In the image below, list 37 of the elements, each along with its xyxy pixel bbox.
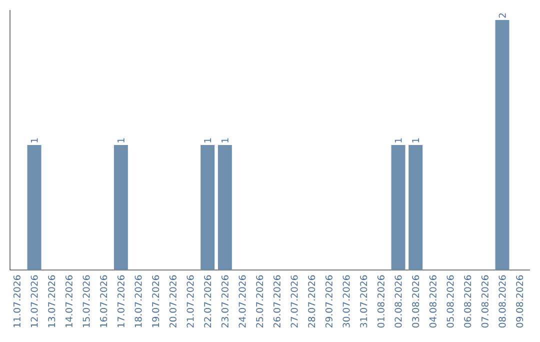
x-tick-label: 03.08.2026 — [412, 275, 420, 328]
x-tick-label: 19.07.2026 — [152, 275, 160, 328]
x-tick-label: 28.07.2026 — [308, 275, 316, 328]
data-label: 1 — [412, 138, 419, 142]
x-tick-label: 17.07.2026 — [117, 275, 124, 328]
x-tick-label: 25.07.2026 — [256, 275, 264, 328]
x-tick-label: 02.08.2026 — [394, 275, 402, 328]
data-label: 1 — [204, 138, 212, 142]
x-tick-label: 09.08.2026 — [516, 275, 524, 328]
x-tick-label: 23.07.2026 — [221, 275, 228, 328]
x-tick-label: 11.07.2026 — [13, 275, 20, 328]
data-label: 1 — [118, 138, 124, 142]
data-label: 1 — [222, 138, 228, 142]
x-tick-label: 31.07.2026 — [360, 275, 368, 328]
x-tick-label: 05.08.2026 — [446, 275, 454, 328]
x-tick-label: 20.07.2026 — [169, 275, 176, 328]
x-tick-label: 29.07.2026 — [325, 275, 332, 328]
x-tick-label: 22.07.2026 — [204, 275, 212, 328]
data-label: 1 — [30, 138, 38, 142]
x-tick-label: 12.07.2026 — [30, 275, 38, 328]
x-tick-label: 07.08.2026 — [481, 275, 488, 328]
x-tick-label: 14.07.2026 — [65, 275, 72, 328]
data-label: 1 — [394, 138, 402, 142]
x-tick-label: 30.07.2026 — [342, 275, 350, 328]
x-tick-label: 15.07.2026 — [82, 275, 90, 328]
data-label: 2 — [498, 13, 506, 18]
x-tick-label: 01.08.2026 — [377, 275, 384, 328]
x-tick-label: 18.07.2026 — [134, 275, 142, 328]
x-tick-label: 06.08.2026 — [464, 275, 472, 328]
x-tick-label: 24.07.2026 — [238, 275, 246, 328]
x-tick-label: 26.07.2026 — [273, 275, 280, 328]
x-tick-label: 16.07.2026 — [100, 275, 108, 328]
x-tick-label: 04.08.2026 — [429, 275, 436, 328]
x-tick-label: 13.07.2026 — [48, 275, 56, 328]
x-tick-label: 08.08.2026 — [498, 275, 506, 328]
x-tick-label: 27.07.2026 — [290, 275, 298, 328]
x-tick-label: 21.07.2026 — [186, 275, 194, 328]
